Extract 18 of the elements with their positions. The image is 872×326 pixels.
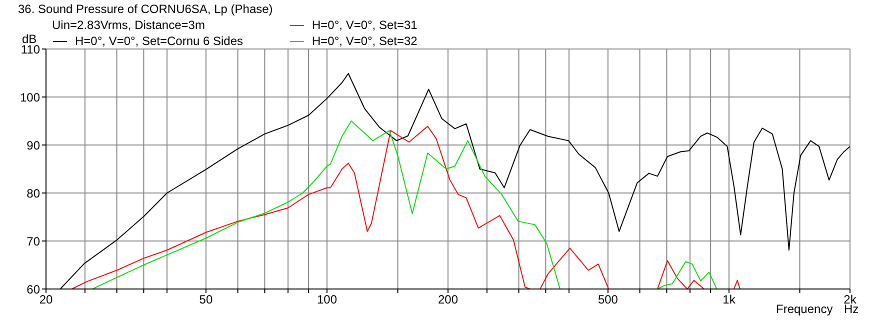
y-tick-label: 80 bbox=[26, 186, 40, 200]
chart-title: 36. Sound Pressure of CORNU6SA, Lp (Phase) bbox=[18, 2, 273, 16]
y-tick-label: 100 bbox=[20, 90, 40, 104]
x-axis-title: Frequency bbox=[776, 302, 833, 316]
text: Hz bbox=[844, 302, 859, 316]
x-tick-label: 100 bbox=[316, 292, 338, 307]
y-tick-label: 90 bbox=[26, 138, 40, 152]
legend-label: H=0°, V=0°, Set=32 bbox=[312, 34, 418, 48]
text: Uin=2.83Vrms, Distance=3m bbox=[52, 18, 205, 32]
x-tick-label: 200 bbox=[438, 292, 458, 307]
x-tick-label: 20 bbox=[39, 292, 53, 307]
x-tick-label: 1k bbox=[722, 292, 736, 307]
y-tick-label: 60 bbox=[26, 282, 40, 296]
x-tick-label: 500 bbox=[598, 292, 618, 307]
y-tick-label: 70 bbox=[26, 234, 40, 248]
legend-label: H=0°, V=0°, Set=31 bbox=[312, 18, 418, 32]
x-tick-label: 50 bbox=[199, 292, 213, 307]
legend-label: H=0°, V=0°, Set=Cornu 6 Sides bbox=[75, 34, 244, 48]
